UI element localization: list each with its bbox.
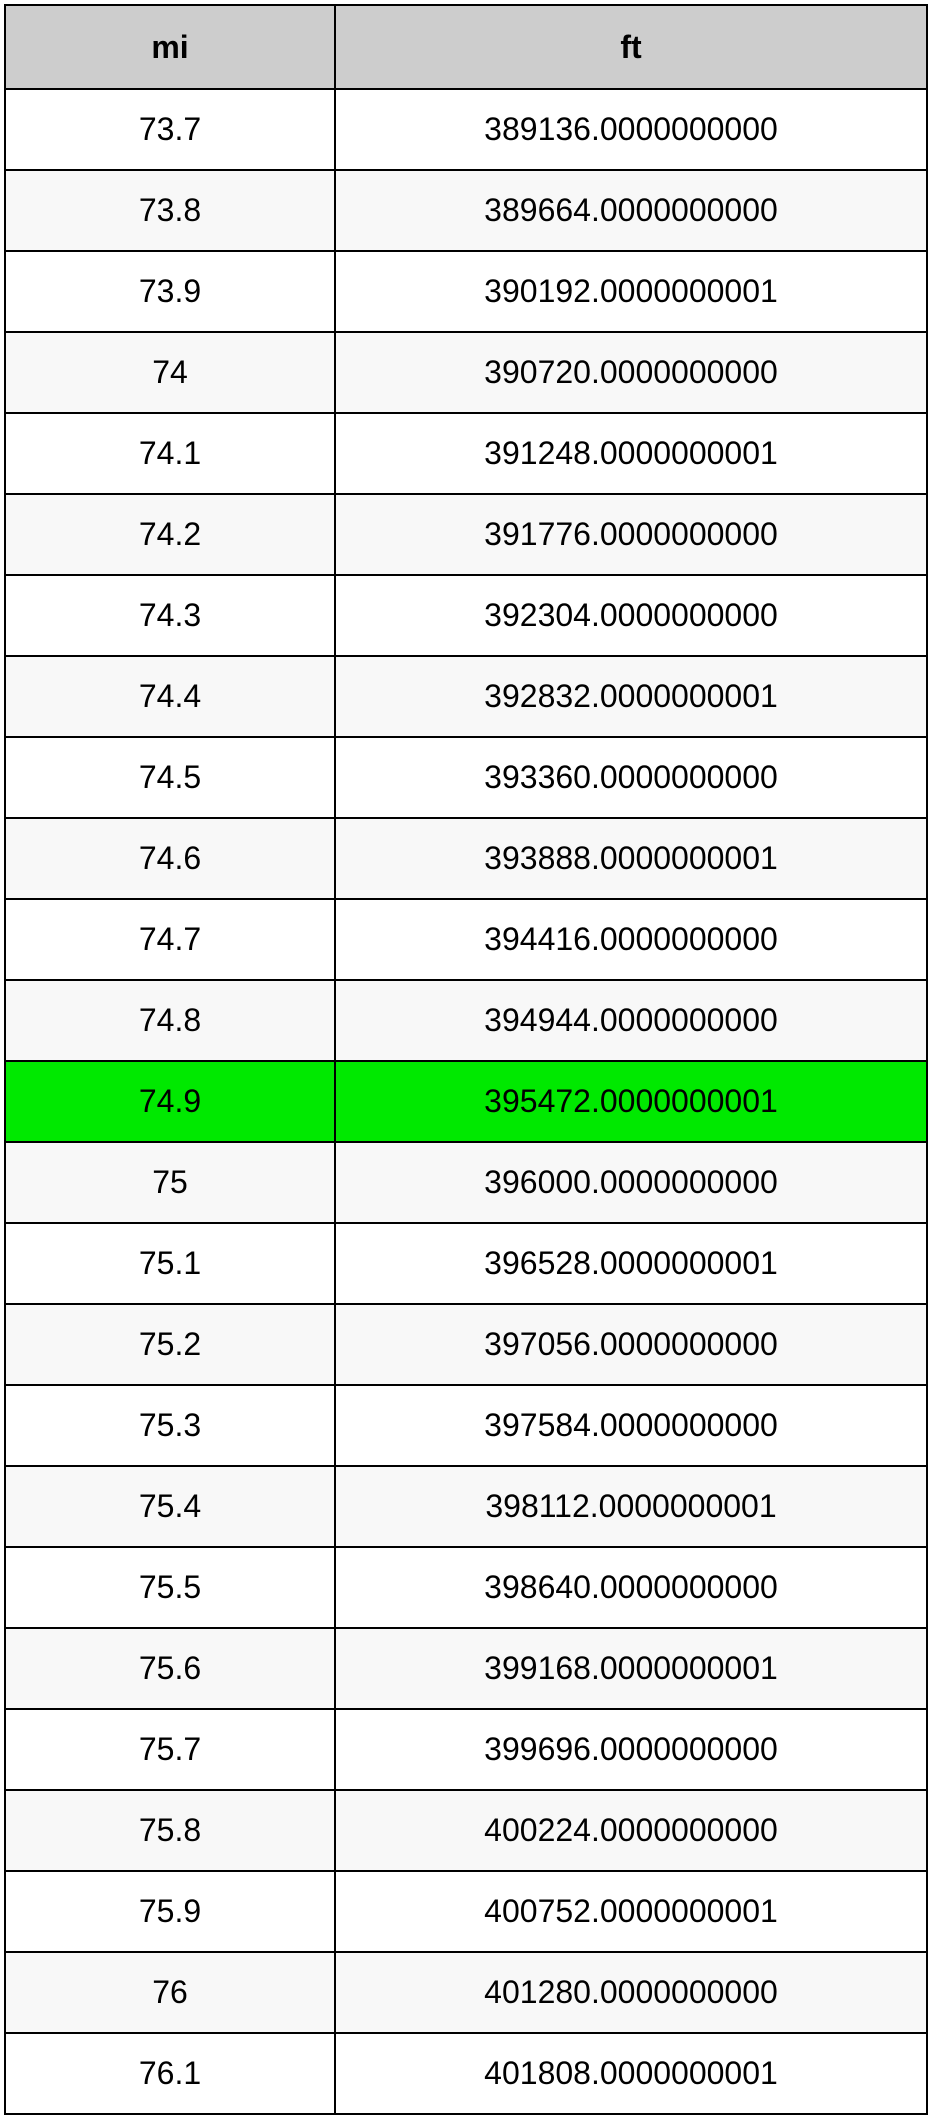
cell-mi: 74.4 [5,656,335,737]
cell-ft: 398640.0000000000 [335,1547,927,1628]
cell-ft: 397056.0000000000 [335,1304,927,1385]
cell-ft: 395472.0000000001 [335,1061,927,1142]
cell-mi: 75.3 [5,1385,335,1466]
table-row: 74.9395472.0000000001 [5,1061,927,1142]
table-body: 73.7389136.000000000073.8389664.00000000… [5,89,927,2114]
table-row: 75.5398640.0000000000 [5,1547,927,1628]
cell-ft: 390720.0000000000 [335,332,927,413]
cell-ft: 391776.0000000000 [335,494,927,575]
table-row: 75.6399168.0000000001 [5,1628,927,1709]
cell-mi: 74.5 [5,737,335,818]
cell-mi: 74 [5,332,335,413]
cell-ft: 394944.0000000000 [335,980,927,1061]
table-row: 73.7389136.0000000000 [5,89,927,170]
cell-mi: 75.2 [5,1304,335,1385]
table-row: 76.1401808.0000000001 [5,2033,927,2114]
cell-mi: 74.2 [5,494,335,575]
table-row: 74.1391248.0000000001 [5,413,927,494]
table-row: 75.3397584.0000000000 [5,1385,927,1466]
cell-ft: 389136.0000000000 [335,89,927,170]
table-row: 76401280.0000000000 [5,1952,927,2033]
cell-ft: 396528.0000000001 [335,1223,927,1304]
cell-mi: 75.5 [5,1547,335,1628]
cell-ft: 400224.0000000000 [335,1790,927,1871]
cell-ft: 393360.0000000000 [335,737,927,818]
cell-ft: 399168.0000000001 [335,1628,927,1709]
table-row: 75.7399696.0000000000 [5,1709,927,1790]
cell-ft: 401808.0000000001 [335,2033,927,2114]
cell-mi: 76.1 [5,2033,335,2114]
cell-ft: 391248.0000000001 [335,413,927,494]
cell-mi: 75.8 [5,1790,335,1871]
cell-ft: 393888.0000000001 [335,818,927,899]
column-header-ft: ft [335,5,927,89]
table-row: 74.5393360.0000000000 [5,737,927,818]
table-row: 74.3392304.0000000000 [5,575,927,656]
table-header-row: mi ft [5,5,927,89]
table-row: 75.1396528.0000000001 [5,1223,927,1304]
table-row: 74.7394416.0000000000 [5,899,927,980]
cell-ft: 394416.0000000000 [335,899,927,980]
cell-ft: 392832.0000000001 [335,656,927,737]
table-row: 75396000.0000000000 [5,1142,927,1223]
cell-ft: 400752.0000000001 [335,1871,927,1952]
cell-mi: 74.6 [5,818,335,899]
table-row: 74.8394944.0000000000 [5,980,927,1061]
table-row: 74.4392832.0000000001 [5,656,927,737]
cell-ft: 396000.0000000000 [335,1142,927,1223]
conversion-table: mi ft 73.7389136.000000000073.8389664.00… [4,4,928,2115]
cell-mi: 76 [5,1952,335,2033]
table-row: 74.2391776.0000000000 [5,494,927,575]
cell-mi: 73.8 [5,170,335,251]
cell-mi: 75 [5,1142,335,1223]
cell-mi: 74.1 [5,413,335,494]
cell-mi: 74.8 [5,980,335,1061]
cell-mi: 75.9 [5,1871,335,1952]
cell-mi: 74.7 [5,899,335,980]
cell-ft: 397584.0000000000 [335,1385,927,1466]
table-row: 75.8400224.0000000000 [5,1790,927,1871]
cell-ft: 399696.0000000000 [335,1709,927,1790]
cell-ft: 398112.0000000001 [335,1466,927,1547]
table-row: 75.4398112.0000000001 [5,1466,927,1547]
cell-mi: 75.1 [5,1223,335,1304]
table-row: 75.2397056.0000000000 [5,1304,927,1385]
cell-ft: 390192.0000000001 [335,251,927,332]
cell-mi: 74.3 [5,575,335,656]
cell-mi: 75.6 [5,1628,335,1709]
cell-ft: 392304.0000000000 [335,575,927,656]
cell-mi: 75.7 [5,1709,335,1790]
cell-ft: 401280.0000000000 [335,1952,927,2033]
cell-ft: 389664.0000000000 [335,170,927,251]
table-row: 74390720.0000000000 [5,332,927,413]
table-row: 74.6393888.0000000001 [5,818,927,899]
table-row: 75.9400752.0000000001 [5,1871,927,1952]
table-row: 73.8389664.0000000000 [5,170,927,251]
cell-mi: 73.7 [5,89,335,170]
table-row: 73.9390192.0000000001 [5,251,927,332]
column-header-mi: mi [5,5,335,89]
cell-mi: 74.9 [5,1061,335,1142]
cell-mi: 73.9 [5,251,335,332]
cell-mi: 75.4 [5,1466,335,1547]
